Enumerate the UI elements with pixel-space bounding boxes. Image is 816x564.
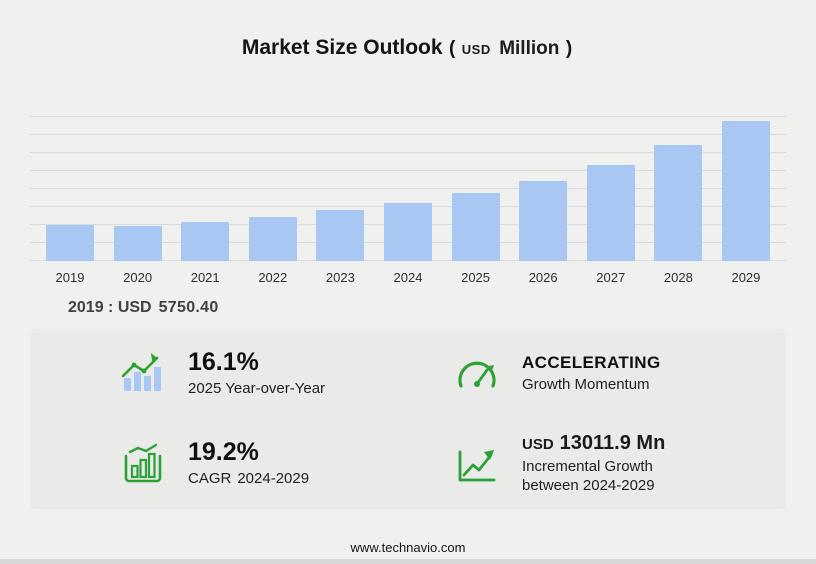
incremental-label-line1: Incremental Growth [522, 458, 653, 476]
stats-panel: 16.1% 2025 Year-over-Year ACCELERATING G… [30, 329, 786, 509]
growth-arrow-icon [452, 441, 502, 487]
horizontal-scrollbar[interactable] [0, 559, 816, 564]
x-axis-label-2028: 2028 [663, 270, 693, 285]
x-axis-label-2026: 2026 [528, 270, 558, 285]
bar-2023 [316, 209, 365, 261]
bar-2026 [519, 180, 568, 261]
bars [30, 116, 786, 261]
title-currency: USD [461, 42, 491, 57]
x-axis-label-2021: 2021 [190, 270, 220, 285]
stat-momentum: ACCELERATING Growth Momentum [408, 329, 786, 419]
footer-url: www.technavio.com [350, 540, 466, 555]
bar-2024 [383, 202, 432, 261]
bar-chart: 2019 2020 2021 2022 2023 2024 2025 2026 2027 2028… [30, 116, 786, 285]
yoy-label: 2025 Year-over-Year [188, 379, 326, 397]
yoy-value: 16.1% [188, 348, 259, 377]
stat-incremental: USD 13011.9 Mn Incremental Growth between… [408, 419, 786, 509]
base-year-value: 5750.40 [158, 299, 219, 316]
cagr-chart-icon [118, 441, 168, 487]
cagr-label-range: 2024-2029 [237, 469, 310, 487]
title-paren-close: ) [565, 38, 573, 59]
momentum-label: Growth Momentum [522, 376, 650, 394]
x-axis-label-2024: 2024 [393, 270, 423, 285]
x-axis-label-2020: 2020 [123, 270, 153, 285]
base-year-label: 2019 : USD [68, 299, 152, 316]
bar-2020 [113, 225, 162, 261]
incremental-currency: USD [522, 436, 554, 454]
x-axis-label-2019: 2019 [55, 270, 85, 285]
stat-yoy: 16.1% 2025 Year-over-Year [30, 329, 408, 419]
bar-2021 [181, 221, 230, 261]
stat-cagr: 19.2% CAGR 2024-2029 [30, 419, 408, 509]
bar-2022 [248, 216, 297, 261]
x-axis-label-2023: 2023 [325, 270, 355, 285]
title-paren-open: ( [449, 38, 456, 59]
bar-2027 [586, 165, 635, 261]
speedometer-icon [452, 351, 502, 397]
x-axis-label-2025: 2025 [461, 270, 491, 285]
incremental-label-line2: between 2024-2029 [522, 477, 655, 494]
bar-2025 [451, 193, 500, 261]
x-axis-labels: 2019 2020 2021 2022 2023 2024 2025 2026 2027 2028… [30, 270, 786, 285]
x-axis-label-2027: 2027 [596, 270, 626, 285]
x-axis-label-2022: 2022 [258, 270, 288, 285]
chart-title: Market Size Outlook ( USD Million ) [0, 36, 816, 60]
page-title: Market Size Outlook [241, 36, 443, 59]
plot-area [30, 116, 786, 261]
x-axis-label-2029: 2029 [731, 270, 761, 285]
momentum-value: ACCELERATING [522, 352, 661, 372]
bar-2019 [46, 224, 94, 261]
title-unit: Million [499, 38, 560, 59]
cagr-label-name: CAGR [188, 469, 232, 487]
incremental-value: 13011.9 Mn [559, 432, 666, 455]
cagr-value: 19.2% [188, 438, 259, 467]
bar-2028 [654, 145, 703, 261]
bar-growth-icon [118, 351, 168, 397]
base-year-annotation: 2019 : USD 5750.40 [68, 299, 816, 317]
bar-2029 [721, 120, 770, 261]
